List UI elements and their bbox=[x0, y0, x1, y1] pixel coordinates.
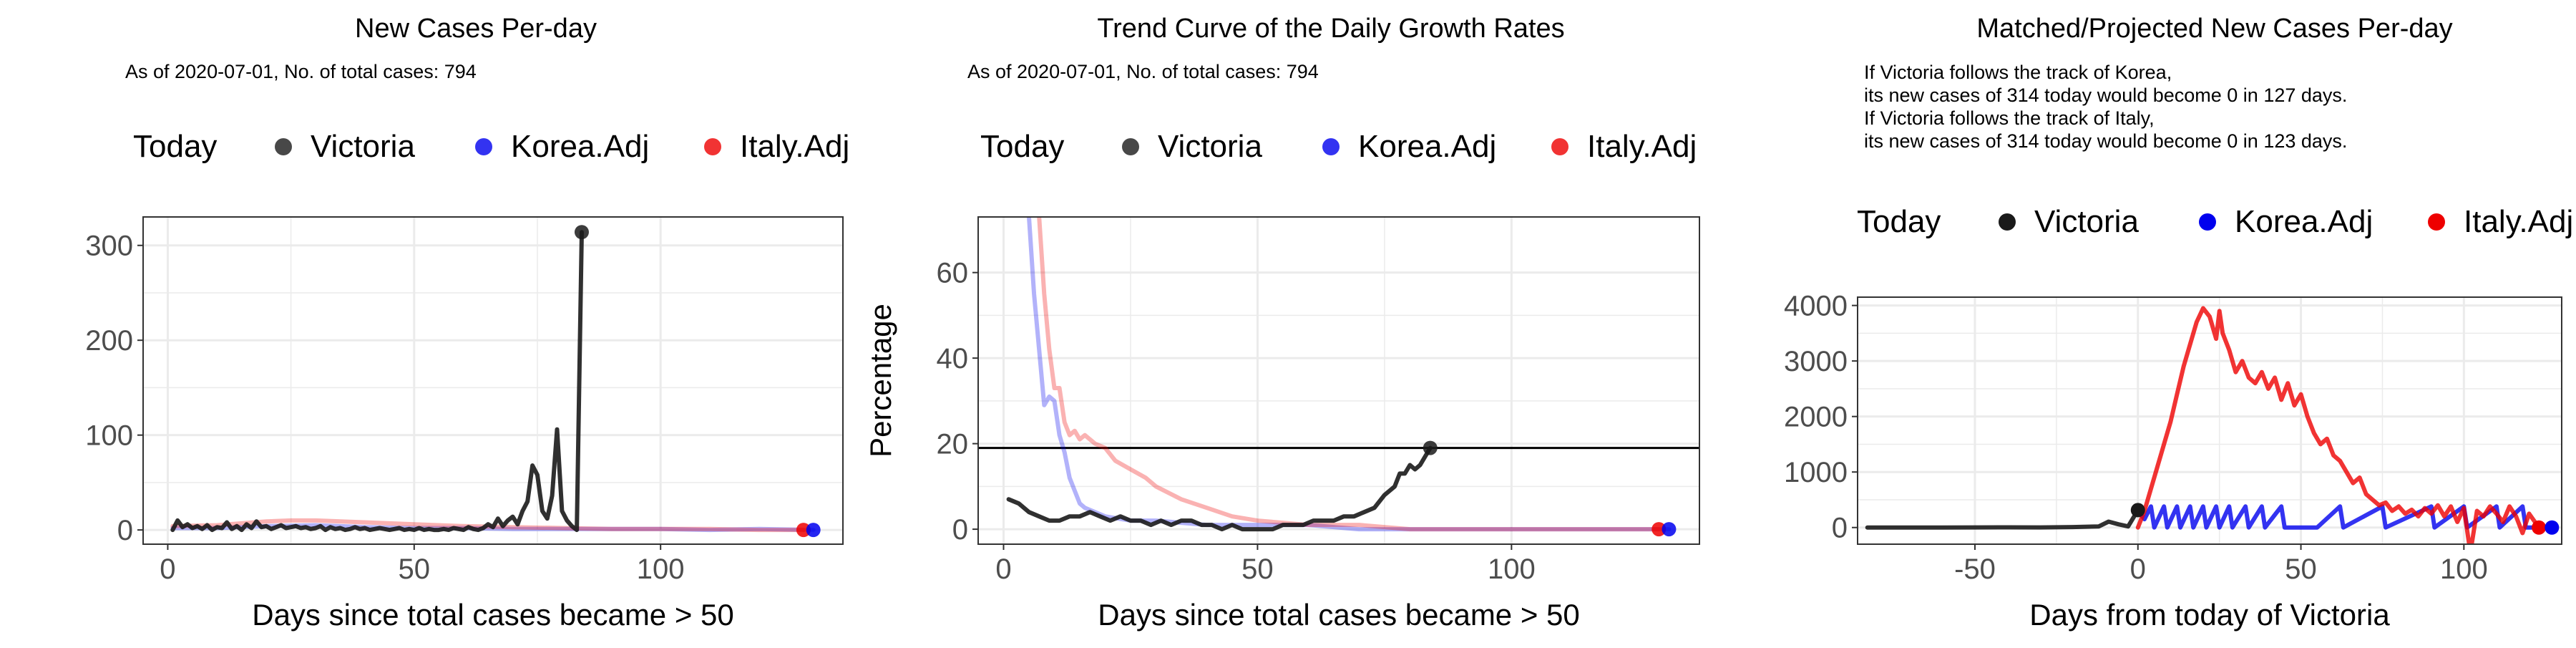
x-tick-label: 100 bbox=[637, 553, 685, 585]
panel-3: Matched/Projected New Cases Per-day If Vi… bbox=[1784, 14, 2573, 632]
legend-label: Korea.Adj bbox=[511, 129, 649, 164]
panel-subtitle: its new cases of 314 today would become … bbox=[1864, 130, 2347, 152]
x-tick-label: 50 bbox=[2285, 553, 2317, 585]
panel-subtitle: its new cases of 314 today would become … bbox=[1864, 84, 2347, 106]
today-point-victoria bbox=[2130, 503, 2145, 518]
legend-key-victoria bbox=[1999, 213, 2016, 231]
legend-label: Italy.Adj bbox=[1587, 129, 1697, 164]
panel-subtitle: If Victoria follows the track of Korea, bbox=[1864, 62, 2172, 83]
legend: Today Victoria Korea.Adj Italy.Adj bbox=[1857, 204, 2573, 239]
y-axis-title: Percentage bbox=[864, 304, 897, 458]
x-tick-label: 0 bbox=[160, 553, 175, 585]
panel-title: Matched/Projected New Cases Per-day bbox=[1976, 14, 2452, 44]
legend-key-victoria bbox=[1122, 138, 1139, 155]
series-line-victoria bbox=[1006, 445, 1433, 532]
legend-title: Today bbox=[133, 129, 217, 164]
plot-area bbox=[170, 230, 816, 533]
x-tick-label: -50 bbox=[1954, 553, 1996, 585]
y-tick-label: 0 bbox=[117, 515, 133, 546]
x-tick-label: 0 bbox=[2130, 553, 2146, 585]
today-point-italy-adj bbox=[1652, 522, 1667, 537]
legend: Today Victoria Korea.Adj Italy.Adj bbox=[980, 129, 1697, 164]
today-point-korea-adj bbox=[1662, 522, 1677, 537]
x-tick-label: 50 bbox=[1241, 553, 1274, 585]
legend-key-italy-adj bbox=[2428, 213, 2445, 231]
plot-area bbox=[1865, 306, 2555, 544]
today-point-italy-adj bbox=[796, 523, 811, 538]
legend-key-italy-adj bbox=[1551, 138, 1568, 155]
legend-key-italy-adj bbox=[704, 138, 721, 155]
legend: Today Victoria Korea.Adj Italy.Adj bbox=[133, 129, 849, 164]
y-tick-label: 1000 bbox=[1784, 457, 1848, 488]
series-line-italy-adj bbox=[170, 518, 806, 533]
y-tick-label: 300 bbox=[85, 231, 133, 262]
series-line-victoria bbox=[1865, 508, 2140, 530]
legend-key-korea-adj bbox=[475, 138, 492, 155]
y-tick-label: 3000 bbox=[1784, 346, 1848, 377]
legend-label: Victoria bbox=[2034, 204, 2139, 239]
series-line-victoria bbox=[170, 230, 584, 533]
today-point-italy-adj bbox=[2532, 520, 2547, 535]
panel-title: New Cases Per-day bbox=[355, 14, 597, 44]
x-axis-title: Days from today of Victoria bbox=[2029, 598, 2390, 632]
series-line-italy-adj bbox=[1037, 217, 1662, 532]
y-tick-label: 100 bbox=[85, 420, 133, 452]
panel-2: Trend Curve of the Daily Growth Rates As … bbox=[864, 14, 1700, 632]
today-point-victoria bbox=[1423, 440, 1438, 455]
y-tick-label: 60 bbox=[937, 258, 969, 289]
y-tick-label: 0 bbox=[952, 514, 968, 546]
legend-label: Victoria bbox=[311, 129, 415, 164]
x-axis-title: Days since total cases became > 50 bbox=[1098, 598, 1580, 632]
y-tick-label: 2000 bbox=[1784, 402, 1848, 433]
gridlines bbox=[143, 217, 843, 544]
legend-label: Korea.Adj bbox=[2235, 204, 2373, 239]
y-tick-label: 20 bbox=[937, 429, 969, 460]
y-tick-label: 0 bbox=[1832, 513, 1848, 544]
gridlines bbox=[1858, 297, 2562, 544]
y-tick-label: 200 bbox=[85, 325, 133, 357]
gridlines bbox=[978, 217, 1699, 544]
panel-border bbox=[142, 216, 844, 545]
x-tick-label: 50 bbox=[399, 553, 431, 585]
panel-subtitle: As of 2020-07-01, No. of total cases: 79… bbox=[967, 61, 1319, 82]
x-tick-label: 100 bbox=[2440, 553, 2488, 585]
y-tick-label: 4000 bbox=[1784, 291, 1848, 322]
legend-label: Italy.Adj bbox=[2464, 204, 2573, 239]
legend-title: Today bbox=[1857, 204, 1941, 239]
panel-title: Trend Curve of the Daily Growth Rates bbox=[1097, 14, 1564, 44]
legend-title: Today bbox=[980, 129, 1064, 164]
panel-border bbox=[1857, 296, 2562, 545]
axes: 0 50 100 0 20 40 60 Days since total cases beca… bbox=[864, 258, 1580, 632]
today-point-victoria bbox=[574, 225, 589, 240]
today-point-korea-adj bbox=[2545, 520, 2560, 535]
legend-label: Victoria bbox=[1158, 129, 1262, 164]
legend-key-korea-adj bbox=[2199, 213, 2216, 231]
panel-border bbox=[977, 216, 1700, 545]
today-point-korea-adj bbox=[806, 523, 821, 538]
x-tick-label: 100 bbox=[1488, 553, 1536, 585]
series-line-korea-adj bbox=[1027, 217, 1672, 532]
y-tick-label: 40 bbox=[937, 343, 969, 374]
x-axis-title: Days since total cases became > 50 bbox=[252, 598, 734, 632]
legend-label: Italy.Adj bbox=[740, 129, 849, 164]
panel-subtitle: As of 2020-07-01, No. of total cases: 79… bbox=[125, 61, 477, 82]
legend-key-korea-adj bbox=[1322, 138, 1340, 155]
legend-key-victoria bbox=[275, 138, 292, 155]
legend-label: Korea.Adj bbox=[1358, 129, 1496, 164]
plot-area bbox=[978, 217, 1699, 532]
panel-1: New Cases Per-day As of 2020-07-01, No. o… bbox=[85, 14, 849, 632]
axes: 0 50 100 0 100 200 300 Days since total cases b… bbox=[85, 231, 734, 632]
series-line-italy-adj bbox=[2135, 306, 2542, 544]
x-tick-label: 0 bbox=[995, 553, 1011, 585]
panel-subtitle: If Victoria follows the track of Italy, bbox=[1864, 107, 2155, 129]
